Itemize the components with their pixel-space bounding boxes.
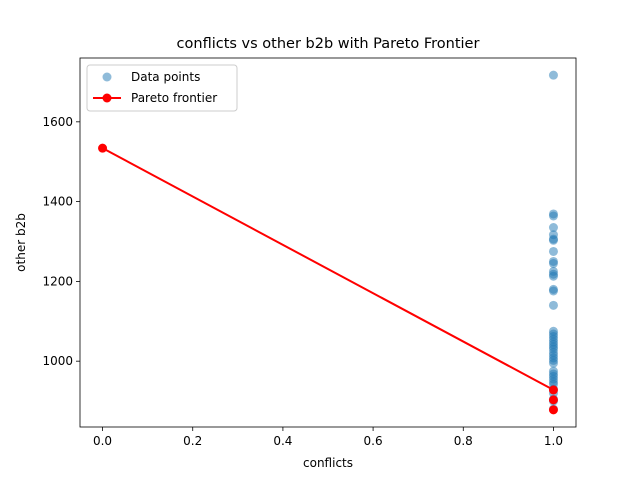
x-tick-label: 1.0 bbox=[544, 434, 563, 448]
pareto-frontier-point bbox=[548, 385, 558, 395]
x-tick-label: 0.2 bbox=[183, 434, 202, 448]
data-point bbox=[548, 70, 558, 80]
legend-marker-pareto bbox=[102, 93, 112, 103]
data-point bbox=[548, 358, 558, 368]
y-tick-label: 1400 bbox=[42, 195, 73, 209]
data-point bbox=[548, 300, 558, 310]
plot-frame bbox=[79, 57, 577, 428]
data-point bbox=[548, 258, 558, 268]
plot-layer bbox=[98, 70, 558, 415]
x-tick-label: 0.8 bbox=[454, 434, 473, 448]
pareto-frontier-point bbox=[98, 143, 108, 153]
legend-box bbox=[86, 64, 238, 112]
x-ticks: 0.0 0.2 0.4 0.6 0.8 1.0 bbox=[93, 427, 563, 448]
legend-marker-data-points bbox=[102, 72, 112, 82]
x-tick-label: 0.6 bbox=[364, 434, 383, 448]
y-tick-label: 1000 bbox=[42, 354, 73, 368]
x-axis-label: conflicts bbox=[303, 456, 353, 470]
legend: Data points Pareto frontier bbox=[86, 64, 238, 112]
x-tick-label: 0.4 bbox=[273, 434, 292, 448]
y-axis-label: other b2b bbox=[14, 213, 28, 272]
y-tick-label: 1200 bbox=[42, 274, 73, 288]
y-tick-label: 1600 bbox=[42, 115, 73, 129]
data-point bbox=[548, 235, 558, 245]
pareto-frontier-line bbox=[102, 147, 554, 391]
data-point bbox=[548, 223, 558, 233]
pareto-frontier-point bbox=[548, 395, 558, 405]
x-tick-label: 0.0 bbox=[93, 434, 112, 448]
data-point bbox=[548, 271, 558, 281]
chart-title: conflicts vs other b2b with Pareto Front… bbox=[177, 36, 480, 52]
data-point bbox=[548, 286, 558, 296]
legend-label-data-points: Data points bbox=[131, 70, 200, 84]
pareto-frontier-point bbox=[548, 405, 558, 415]
y-ticks: 1000 1200 1400 1600 bbox=[42, 115, 80, 368]
legend-label-pareto-frontier: Pareto frontier bbox=[131, 91, 217, 105]
data-point bbox=[548, 246, 558, 256]
data-point bbox=[548, 211, 558, 221]
